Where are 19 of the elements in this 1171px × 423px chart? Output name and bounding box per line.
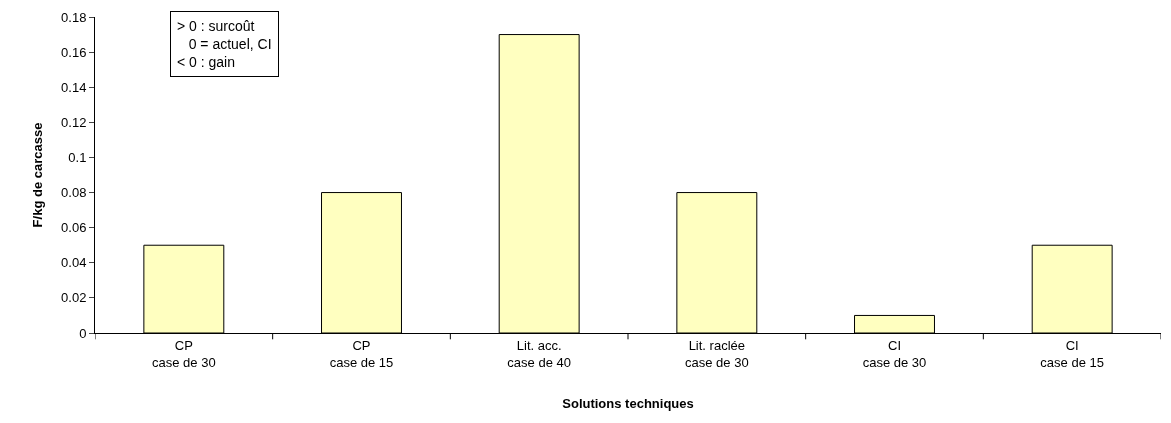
x-tick-label: CI case de 15 [1040,337,1104,370]
annotation: > 0 : surcoût 0 = actuel, CI < 0 : gain [177,18,272,71]
x-axis-title: Solutions techniques [562,396,694,412]
y-tick-label: 0.06 [61,220,87,236]
y-tick-label: 0.1 [68,149,87,165]
y-tick-label: 0.18 [61,9,87,25]
y-tick-label: 0.12 [61,114,87,130]
x-tick-label: CI case de 30 [862,337,927,370]
y-tick-label: 0.04 [61,255,87,271]
y-axis-title: F/kg de carcasse [30,122,46,228]
y-tick-label: 0 [79,325,87,341]
x-tick-label: Lit. acc. case de 40 [507,337,571,370]
x-tick-label: CP case de 30 [152,337,216,370]
y-tick-label: 0.02 [61,290,87,306]
y-tick-label: 0.16 [61,44,87,60]
y-tick-label: 0.14 [61,79,87,95]
y-tick-label: 0.08 [61,185,87,201]
x-tick-label: CP case de 15 [329,337,394,370]
x-tick-label: Lit. raclée case de 30 [685,337,749,370]
